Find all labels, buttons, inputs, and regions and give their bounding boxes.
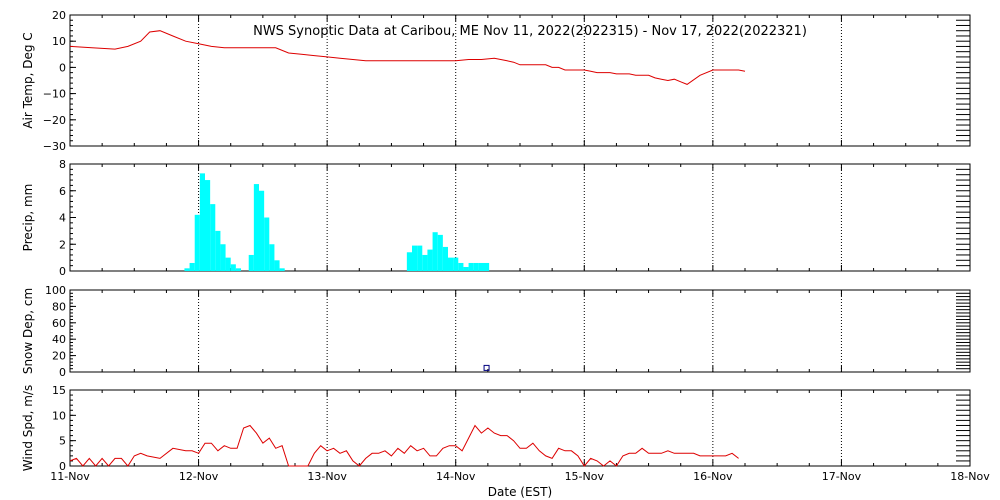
chart-title: NWS Synoptic Data at Caribou, ME Nov 11,… — [253, 24, 807, 39]
y-tick-label: 4 — [59, 212, 66, 225]
y-axis-title: Snow Dep, cm — [21, 288, 35, 374]
precip-bar — [427, 249, 433, 271]
panel-1: 8 6 4 2 0 Precip, mm — [21, 158, 971, 278]
x-tick-label: 12-Nov — [179, 470, 219, 483]
precip-bar — [194, 214, 200, 271]
precip-bar — [473, 262, 479, 271]
precip-bar — [442, 246, 448, 271]
y-tick-label: 40 — [52, 333, 66, 346]
y-tick-label: 15 — [52, 384, 66, 397]
precip-bar — [269, 244, 275, 271]
x-tick-label: 16-Nov — [693, 470, 733, 483]
panel-0: 20 10 0 −10 −20 −30 Air Temp, Deg C — [21, 9, 971, 153]
y-tick-label: 10 — [52, 35, 66, 48]
series-line — [69, 424, 739, 467]
precip-bar — [463, 266, 469, 271]
precip-bar — [215, 230, 221, 271]
precip-bar — [253, 184, 259, 271]
y-tick-label: 2 — [59, 238, 66, 251]
y-tick-label: 0 — [59, 265, 66, 278]
y-tick-label: 20 — [52, 9, 66, 22]
precip-bar — [279, 268, 285, 271]
precip-bar — [458, 262, 464, 271]
y-tick-label: 60 — [52, 317, 66, 330]
precip-bar — [184, 268, 190, 271]
precip-bar — [259, 190, 265, 271]
series-line — [69, 30, 746, 85]
precip-bar — [230, 264, 236, 271]
x-tick-label: 13-Nov — [307, 470, 347, 483]
y-tick-label: 80 — [52, 300, 66, 313]
x-tick-label: 18-Nov — [950, 470, 990, 483]
precip-bar — [417, 245, 423, 271]
precip-bar — [412, 245, 418, 271]
y-tick-label: 0 — [59, 61, 66, 74]
y-tick-label: −10 — [43, 88, 66, 101]
snow-depth-point — [483, 364, 490, 371]
precip-bar — [225, 257, 231, 271]
precip-bar — [468, 262, 474, 271]
precip-bar — [205, 180, 211, 271]
y-tick-label: 6 — [59, 185, 66, 198]
x-tick-label: 17-Nov — [822, 470, 862, 483]
precip-bar — [248, 254, 254, 271]
precip-bar — [478, 262, 484, 271]
x-axis-title: Date (EST) — [488, 485, 552, 499]
y-axis-title: Air Temp, Deg C — [21, 32, 35, 128]
y-tick-label: −20 — [43, 114, 66, 127]
x-tick-label: 14-Nov — [436, 470, 476, 483]
y-axis-title: Precip, mm — [21, 184, 35, 252]
precip-bar — [274, 260, 280, 271]
x-tick-label: 11-Nov — [50, 470, 90, 483]
precip-bar — [189, 262, 195, 271]
precip-bar — [220, 244, 226, 271]
y-tick-label: −30 — [43, 140, 66, 153]
precip-bar — [432, 232, 438, 271]
precip-bar — [210, 204, 216, 271]
precip-bar — [199, 173, 205, 271]
precip-bar — [453, 257, 459, 271]
precip-bar — [437, 234, 443, 271]
y-axis-title: Wind Spd, m/s — [21, 385, 35, 471]
panel-2: 100 80 60 40 20 0 Snow Dep, cm — [21, 284, 971, 379]
x-tick-label: 15-Nov — [565, 470, 605, 483]
precip-bar — [422, 254, 428, 271]
precip-bar — [264, 217, 270, 271]
y-tick-label: 0 — [59, 366, 66, 379]
y-tick-label: 8 — [59, 158, 66, 171]
y-tick-label: 0 — [59, 460, 66, 473]
y-tick-label: 10 — [52, 409, 66, 422]
y-tick-label: 20 — [52, 350, 66, 363]
panel-3: 15 10 5 0 Wind Spd, m/s — [21, 384, 971, 473]
precip-bar — [484, 262, 490, 271]
panel-frame — [69, 289, 971, 373]
y-tick-label: 100 — [45, 284, 66, 297]
y-tick-label: 5 — [59, 435, 66, 448]
panel-frame — [69, 389, 971, 467]
precip-bar — [406, 252, 412, 271]
precip-bar — [235, 268, 241, 271]
precip-bar — [448, 257, 454, 271]
